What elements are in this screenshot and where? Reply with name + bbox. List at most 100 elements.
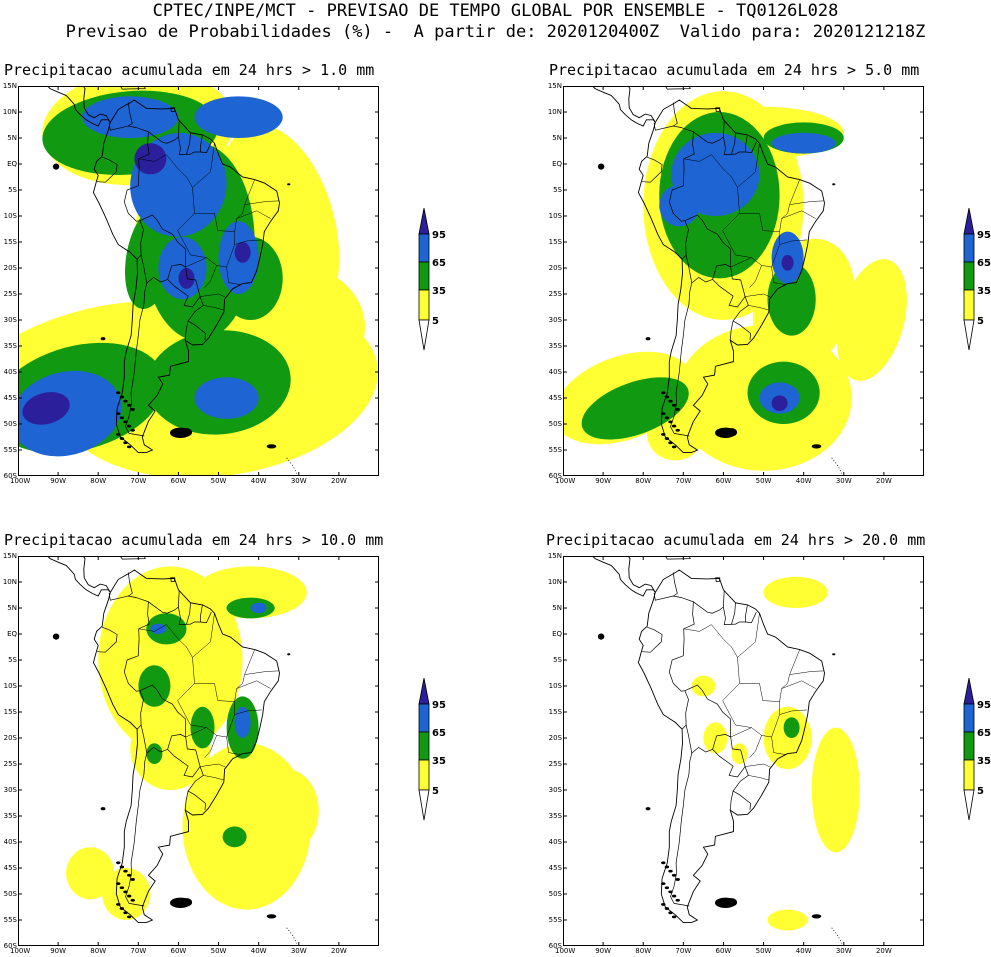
panel-1-colorbar: 95 65 35 5 <box>418 207 478 358</box>
state-border <box>739 649 800 702</box>
panel-3-map <box>18 556 379 946</box>
chile-fjord-island <box>668 869 673 873</box>
lat-tick-label: 15N <box>2 82 17 90</box>
chile-fjord-island <box>675 878 680 881</box>
lon-tick-label: 90W <box>50 947 67 955</box>
lon-tick-label: 90W <box>595 947 612 955</box>
country-border <box>186 132 191 155</box>
probability-area-5 <box>130 706 211 790</box>
probability-area-35 <box>138 665 171 707</box>
chile-fjord-island <box>116 861 121 865</box>
state-border <box>737 143 760 188</box>
island-outline <box>664 86 691 90</box>
small-island <box>287 183 291 186</box>
chile-fjord-island <box>668 441 673 445</box>
lat-tick-label: 15N <box>547 82 562 90</box>
chile-fjord-island <box>668 420 673 424</box>
probability-area-65 <box>659 184 700 227</box>
small-island <box>725 898 738 907</box>
colorbar-tick-label: 35 <box>432 756 446 767</box>
colorbar-segment <box>963 319 975 351</box>
lat-tick-label: 25S <box>3 290 17 298</box>
state-border <box>737 613 760 658</box>
country-border <box>653 592 695 730</box>
state-border <box>185 727 207 738</box>
lon-tick-label: 50W <box>755 477 772 485</box>
chile-fjord-island <box>119 865 125 869</box>
lat-tick-label: 60S <box>548 942 562 950</box>
probability-area-65 <box>150 623 167 634</box>
chile-fjord-island <box>119 395 125 399</box>
chile-fjord-island <box>661 412 666 415</box>
chile-fjord-island <box>123 441 128 445</box>
lat-tick-label: 45S <box>3 864 17 872</box>
small-island <box>100 337 106 341</box>
small-island <box>725 428 738 437</box>
chile-fjord-island <box>126 915 132 919</box>
lon-tick-label: 40W <box>795 477 812 485</box>
lat-tick-label: 5N <box>7 604 17 612</box>
lat-tick-label: 35S <box>548 812 562 820</box>
lat-tick-label: 10S <box>548 212 562 220</box>
chile-fjord-island <box>123 911 128 915</box>
south-america-coastline <box>637 99 825 454</box>
lat-tick-label: 35S <box>3 342 17 350</box>
colorbar-graphic <box>963 677 975 821</box>
lon-tick-label: 70W <box>130 947 147 955</box>
chile-fjord-island <box>126 873 132 877</box>
lon-tick-label: 20W <box>330 947 347 955</box>
lon-tick-label: 40W <box>250 947 267 955</box>
map-frame <box>563 556 924 946</box>
chile-fjord-island <box>126 894 132 898</box>
small-island <box>266 914 277 919</box>
chile-fjord-island <box>671 424 677 428</box>
lat-tick-label: 5S <box>553 656 562 664</box>
colorbar-tick-label: 5 <box>977 316 984 327</box>
lat-tick-label: 30S <box>3 786 17 794</box>
lat-tick-label: 60S <box>548 472 562 480</box>
probability-area-5 <box>763 706 812 770</box>
lon-tick-label: 100W <box>555 477 576 485</box>
chile-fjord-island <box>675 408 680 411</box>
probability-area-95 <box>781 255 794 271</box>
chile-fjord-island <box>130 428 135 432</box>
colorbar-segment <box>963 789 975 821</box>
central-america-coastline <box>18 86 111 127</box>
state-border <box>138 154 195 231</box>
chile-fjord-island <box>116 882 121 885</box>
state-border <box>244 670 279 675</box>
lon-tick-label: 20W <box>875 947 892 955</box>
chile-fjord-island <box>123 420 128 424</box>
state-border <box>203 775 225 781</box>
header-line-1: CPTEC/INPE/MCT - PREVISAO DE TEMPO GLOBA… <box>152 1 839 21</box>
country-border <box>96 156 118 183</box>
small-island <box>645 807 651 811</box>
colorbar-graphic <box>418 207 430 351</box>
colorbar-segment <box>418 677 430 705</box>
country-border <box>127 102 133 127</box>
chile-fjord-island <box>116 391 121 395</box>
lat-tick-label: 10S <box>3 682 17 690</box>
lat-tick-label: EQ <box>7 160 17 168</box>
state-border <box>748 775 770 781</box>
lat-tick-label: 50S <box>3 890 17 898</box>
lat-tick-label: 10N <box>2 108 17 116</box>
country-border <box>167 266 201 308</box>
country-border <box>684 684 732 754</box>
state-border <box>200 293 226 298</box>
chile-fjord-island <box>661 433 666 436</box>
colorbar-segment <box>418 289 430 321</box>
small-island <box>266 444 277 449</box>
lat-tick-label: 40S <box>548 368 562 376</box>
probability-area-5 <box>811 727 860 853</box>
chile-fjord-island <box>671 445 677 449</box>
probability-area-65 <box>194 377 259 419</box>
chile-fjord-island <box>664 886 670 890</box>
lat-tick-label: 15S <box>548 708 562 716</box>
probability-area-65 <box>771 132 836 154</box>
colorbar-tick-label: 5 <box>432 786 439 797</box>
lon-tick-label: 100W <box>10 477 31 485</box>
chile-fjord-island <box>130 898 135 902</box>
state-border <box>749 265 762 288</box>
small-island <box>597 163 605 170</box>
